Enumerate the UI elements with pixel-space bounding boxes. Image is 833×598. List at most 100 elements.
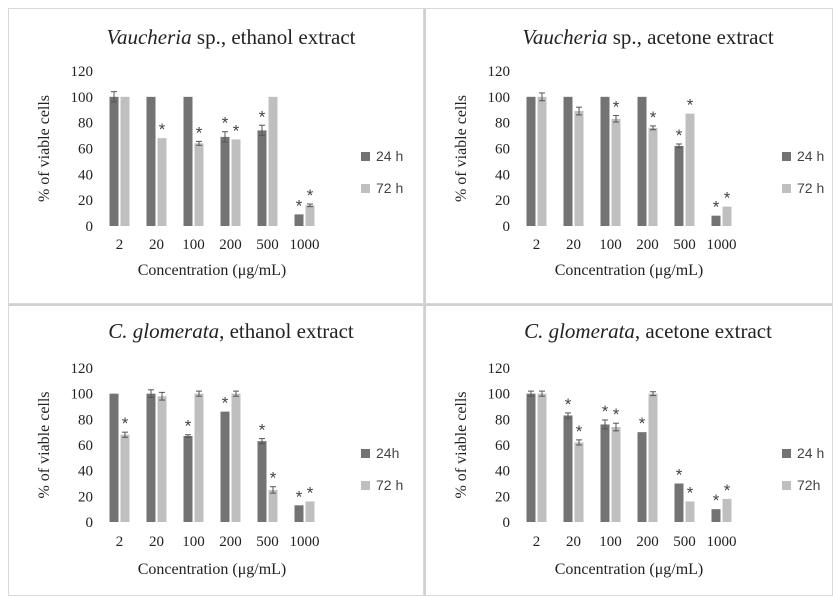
- bar-series2-200: [231, 139, 241, 226]
- x-tick-label: 100: [182, 237, 205, 253]
- chart-title-italic: Vaucheria: [522, 25, 607, 49]
- x-tick-label: 100: [599, 237, 622, 253]
- x-tick-label: 200: [219, 237, 242, 253]
- significance-star: *: [724, 189, 731, 208]
- significance-star: *: [296, 487, 303, 506]
- chart-svg: C. glomerata, acetone extract 0 20 40 60 80 10…: [453, 319, 824, 578]
- y-tick-label: 40: [495, 464, 510, 480]
- chart-panel-vaucheria-ethanol: Vaucheria sp., ethanol extract 0 20 40 60 80 1…: [8, 8, 424, 304]
- legend-swatch: [782, 184, 791, 193]
- bar-series1-100: [600, 424, 610, 522]
- x-axis-label: Concentration (μg/mL): [555, 561, 704, 578]
- bar-series2-20: [574, 442, 584, 522]
- y-tick-label: 40: [78, 464, 93, 480]
- chart-title-rest: , ethanol extract: [219, 319, 354, 343]
- bar-series2-500: [685, 501, 695, 522]
- legend-label: 72 h: [797, 180, 824, 196]
- y-tick-label: 0: [86, 219, 94, 235]
- significance-star: *: [196, 123, 203, 142]
- bar-series2-2: [537, 393, 547, 522]
- chart-title-rest: sp., acetone extract: [607, 25, 773, 49]
- y-tick-label: 100: [71, 90, 94, 106]
- x-tick-label: 1000: [290, 534, 320, 550]
- y-tick-label: 0: [503, 219, 511, 235]
- significance-star: *: [724, 481, 731, 500]
- bar-series2-1000: [722, 206, 732, 226]
- significance-star: *: [296, 196, 303, 215]
- legend-swatch: [361, 184, 370, 193]
- x-tick-label: 2: [116, 237, 124, 253]
- y-tick-label: 80: [495, 116, 510, 132]
- significance-star: *: [650, 108, 657, 127]
- x-tick-label: 500: [256, 534, 279, 550]
- x-tick-label: 20: [566, 534, 581, 550]
- y-tick-label: 20: [495, 489, 510, 505]
- significance-star: *: [713, 491, 720, 510]
- bar-series2-2: [120, 434, 130, 522]
- chart-title: C. glomerata, ethanol extract: [108, 319, 354, 343]
- y-tick-label: 80: [78, 412, 93, 428]
- y-axis-label: % of viable cells: [36, 391, 53, 498]
- bar-series1-500: [257, 130, 267, 226]
- x-tick-label: 500: [673, 237, 696, 253]
- x-tick-label: 1000: [707, 534, 737, 550]
- bar-series1-200: [220, 136, 230, 226]
- chart-panel-cglomerata-ethanol: C. glomerata, ethanol extract 0 20 40 60 80 10…: [8, 304, 424, 596]
- x-tick-label: 500: [256, 237, 279, 253]
- x-tick-label: 100: [599, 534, 622, 550]
- bar-series1-2: [109, 96, 119, 226]
- significance-star: *: [122, 414, 129, 433]
- x-tick-label: 100: [182, 534, 205, 550]
- significance-star: *: [713, 198, 720, 217]
- y-tick-label: 120: [488, 64, 511, 80]
- x-tick-label: 1000: [707, 237, 737, 253]
- chart-title-rest: , acetone extract: [635, 319, 772, 343]
- significance-star: *: [676, 126, 683, 145]
- bar-series2-200: [231, 393, 241, 522]
- bar-series2-500: [268, 489, 278, 522]
- x-tick-label: 2: [116, 534, 124, 550]
- chart-title-rest: sp., ethanol extract: [192, 25, 356, 49]
- significance-star: *: [222, 114, 229, 133]
- significance-star: *: [687, 483, 694, 502]
- chart-svg: Vaucheria sp., ethanol extract 0 20 40 60 80 1…: [36, 25, 403, 279]
- y-tick-label: 0: [503, 515, 511, 531]
- y-axis-label: % of viable cells: [453, 391, 470, 498]
- significance-star: *: [565, 395, 572, 414]
- significance-star: *: [185, 417, 192, 436]
- bar-series2-100: [194, 393, 204, 522]
- bar-series1-200: [637, 432, 647, 522]
- bar-series1-20: [146, 393, 156, 522]
- legend-label: 72 h: [376, 477, 403, 493]
- x-tick-label: 2: [533, 237, 541, 253]
- y-tick-label: 20: [78, 489, 93, 505]
- bar-series1-100: [600, 96, 610, 226]
- bar-series2-20: [574, 111, 584, 226]
- legend-label: 72 h: [376, 180, 403, 196]
- bar-series2-200: [648, 393, 658, 522]
- chart-title-italic: C. glomerata: [108, 319, 219, 343]
- legend-swatch: [361, 152, 370, 161]
- chart-title: Vaucheria sp., ethanol extract: [106, 25, 355, 49]
- bar-series1-20: [146, 96, 156, 226]
- bar-series1-1000: [294, 214, 304, 226]
- bar-series2-20: [157, 138, 167, 226]
- y-tick-label: 120: [488, 361, 511, 377]
- y-tick-label: 80: [78, 116, 93, 132]
- legend-swatch: [782, 481, 791, 490]
- significance-star: *: [259, 421, 266, 440]
- x-tick-label: 20: [566, 237, 581, 253]
- y-tick-label: 40: [495, 167, 510, 183]
- significance-star: *: [233, 121, 240, 140]
- legend-swatch: [782, 152, 791, 161]
- significance-star: *: [307, 186, 314, 205]
- significance-star: *: [259, 107, 266, 126]
- x-tick-label: 200: [636, 534, 659, 550]
- bar-series2-100: [194, 143, 204, 226]
- bar-series1-2: [526, 393, 536, 522]
- chart-panel-cglomerata-acetone: C. glomerata, acetone extract 0 20 40 60 80 10…: [424, 304, 833, 596]
- bar-series1-500: [674, 483, 684, 522]
- legend-swatch: [782, 449, 791, 458]
- x-tick-label: 200: [219, 534, 242, 550]
- bar-series1-20: [563, 415, 573, 522]
